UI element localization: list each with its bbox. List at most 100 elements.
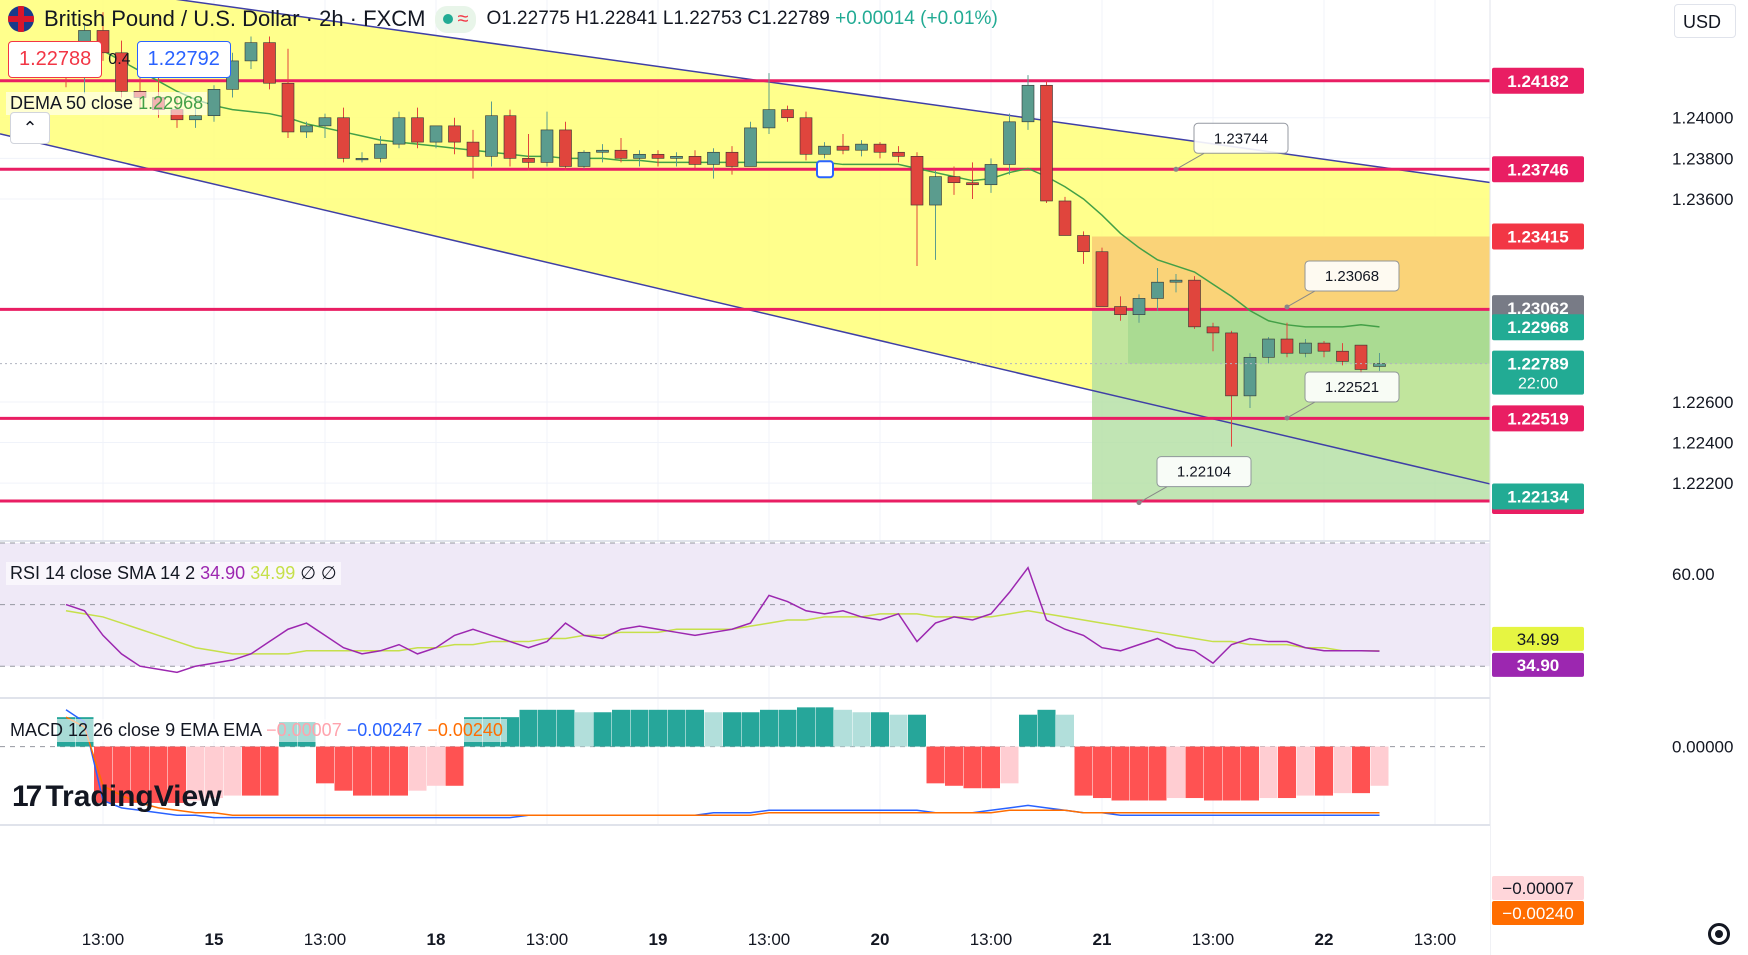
callout-anchor [1173, 166, 1179, 172]
callout-label: 1.23068 [1325, 268, 1379, 285]
sell-button[interactable]: 1.22788 [8, 41, 103, 78]
callout-box [1193, 122, 1289, 154]
price-axis-badge-label: 1.22134 [1507, 488, 1569, 507]
rsi-legend[interactable]: RSI 14 close SMA 14 2 34.90 34.99 ∅ ∅ [6, 562, 341, 585]
macd-histogram-bar [889, 714, 908, 747]
macd-histogram-bar [556, 709, 575, 747]
candle-body [1021, 84, 1035, 123]
candle-body [448, 125, 461, 143]
candle-body [540, 129, 554, 163]
callout-pointer [1138, 486, 1168, 504]
rsi-sma-line [65, 609, 1380, 655]
candle-body [984, 164, 998, 186]
rsi-badge-label: 34.90 [1517, 656, 1560, 675]
gbp-usd-flag-icon [8, 6, 34, 32]
buy-button[interactable]: 1.22792 [136, 41, 231, 78]
macd-histogram-bar [168, 746, 186, 803]
candle-body [762, 109, 776, 129]
price-axis-badge-sub: 22:00 [1518, 376, 1558, 393]
open-value: O1.22775 [486, 8, 570, 29]
candle-body [1206, 326, 1220, 334]
settings-gear-icon[interactable] [1708, 923, 1730, 945]
macd-histogram-bar [630, 709, 649, 747]
candle-body [503, 115, 517, 159]
spread-value: 0.4 [108, 50, 131, 68]
time-tick-label: 19 [649, 930, 668, 949]
callout-label: 1.22521 [1325, 379, 1379, 396]
candle-body [411, 117, 424, 143]
time-tick-label: 13:00 [82, 930, 125, 949]
macd-histogram-bar [1074, 746, 1093, 796]
macd-histogram-bar [852, 712, 871, 747]
candle-body [207, 89, 221, 117]
callout-pointer [1175, 152, 1205, 170]
price-tick-label: 1.23800 [1672, 149, 1733, 168]
close-value: C1.22789 [747, 8, 830, 29]
macd-histogram-bar [316, 746, 334, 784]
candle-body [577, 151, 591, 167]
macd-signal-badge [1492, 901, 1584, 925]
price-axis-badge-label: 1.23062 [1507, 299, 1568, 318]
dema-legend-label: DEMA 50 close [10, 93, 134, 113]
time-axis-background [0, 826, 1490, 955]
price-axis-badge [1492, 483, 1584, 510]
callout-anchor [1136, 500, 1142, 506]
currency-selector[interactable]: USD [1674, 4, 1736, 38]
time-tick-label: 22 [1315, 930, 1334, 949]
callout-label: 1.22104 [1177, 464, 1231, 481]
chevron-up-icon: ⌃ [22, 118, 38, 138]
macd-histogram-bar [908, 714, 926, 747]
rsi-tick-label: 60.00 [1672, 565, 1715, 584]
rsi-legend-extra: ∅ ∅ [300, 563, 337, 583]
candle-body [374, 143, 387, 159]
macd-line [65, 709, 1380, 819]
macd-histogram-bar [741, 712, 760, 747]
market-status-badge[interactable]: ≈ [435, 5, 477, 33]
candle-body [966, 182, 979, 186]
dema-legend-value: 1.22968 [138, 93, 204, 113]
candle-body [670, 156, 683, 159]
time-tick-label: 13:00 [526, 930, 569, 949]
dema-legend[interactable]: DEMA 50 close 1.22968 [6, 92, 208, 115]
candle-body [281, 82, 295, 133]
macd-histogram-bar [1315, 746, 1333, 796]
macd-histogram-bar [519, 709, 538, 747]
quote-widget: 1.22788 0.4 1.22792 [8, 41, 231, 78]
candle-body [1336, 350, 1349, 362]
high-value: H1.22841 [575, 8, 658, 29]
macd-legend[interactable]: MACD 12 26 close 9 EMA EMA −0.00007 −0.0… [6, 719, 507, 742]
candle-body [1317, 342, 1331, 352]
candle-body [355, 158, 369, 161]
candle-body [189, 115, 202, 121]
macd-histogram-bar [1333, 746, 1352, 794]
low-value: L1.22753 [662, 8, 743, 29]
rsi-sma-legend-value: 34.99 [250, 563, 296, 583]
candle-body [873, 143, 887, 153]
macd-histogram-bar [649, 709, 667, 747]
macd-histogram-bar [353, 746, 371, 796]
macd-histogram-bar [1056, 714, 1074, 747]
macd-hist-legend-value: −0.00007 [266, 720, 342, 740]
macd-histogram-bar [1130, 746, 1148, 801]
candle-body [1151, 281, 1164, 299]
price-axis-badge-label: 1.22968 [1507, 318, 1568, 337]
candle-body [1169, 279, 1183, 283]
candle-body [244, 42, 258, 62]
collapse-legend-button[interactable]: ⌃ [10, 112, 50, 144]
macd-histogram-bar [390, 746, 408, 796]
symbol-title[interactable]: British Pound / U.S. Dollar · 2h · FXCM [44, 6, 426, 31]
candle-body [707, 151, 720, 165]
price-axis-badge-label: 1.22789 [1507, 355, 1568, 374]
macd-histogram-bar [445, 746, 464, 786]
macd-histogram-bar [926, 746, 945, 784]
change-value: +0.00014 (+0.01%) [835, 8, 998, 29]
candle-body [1058, 200, 1072, 236]
candle-body [337, 117, 350, 159]
macd-histogram-bar [593, 712, 612, 747]
macd-histogram-bar [963, 746, 982, 789]
candle-body [725, 151, 739, 167]
macd-hist-badge [1492, 876, 1584, 900]
price-axis-badge-label: 1.23415 [1507, 228, 1568, 247]
time-tick-label: 13:00 [748, 930, 791, 949]
